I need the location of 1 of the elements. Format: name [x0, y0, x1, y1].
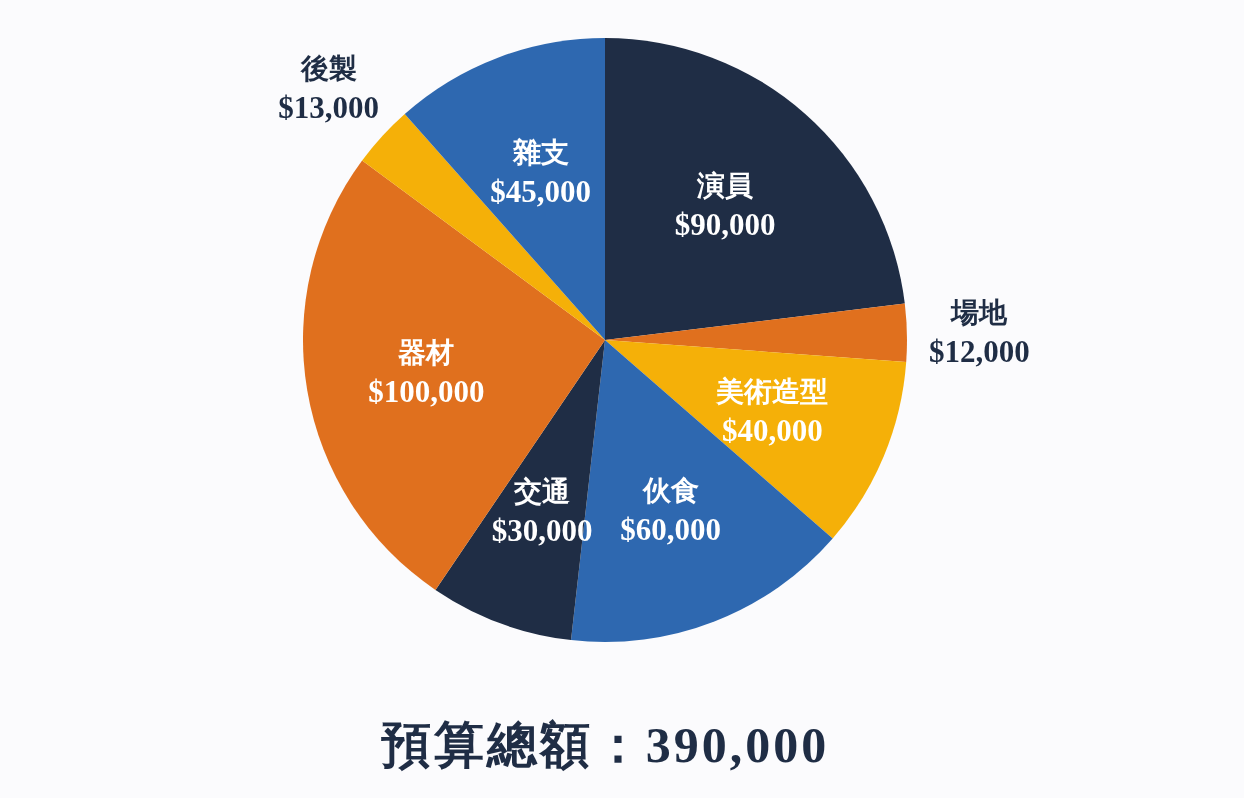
- text: 預算總額：390,000: [380, 717, 830, 773]
